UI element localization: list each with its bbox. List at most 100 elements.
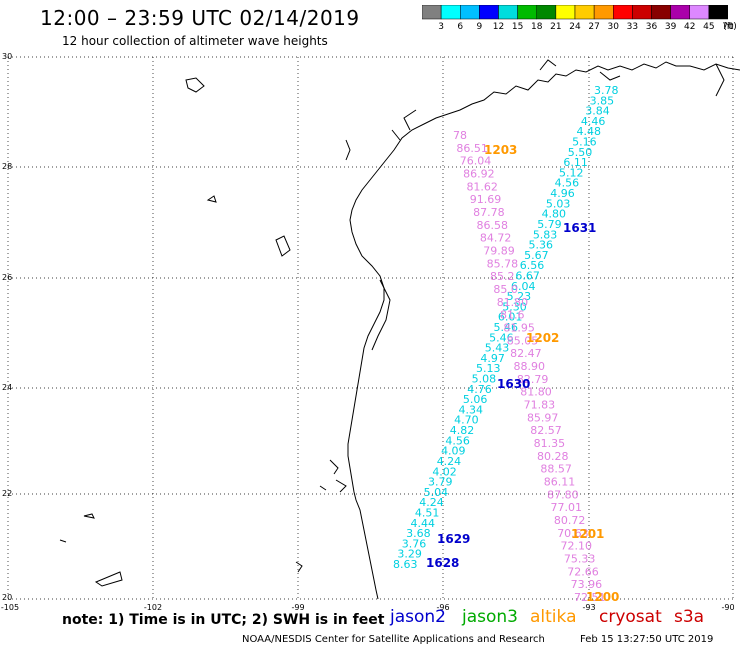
- color-swatch: [574, 5, 595, 20]
- color-scale-label: 9: [476, 22, 483, 32]
- color-swatch: [536, 5, 557, 20]
- time-label-1201: 1201: [571, 527, 605, 541]
- color-scale-unit: (ft): [723, 22, 737, 32]
- lat-label-20: 20: [2, 593, 13, 602]
- lon-label-90: -90: [721, 603, 735, 612]
- wave-height-value: 72.66: [567, 565, 599, 578]
- wave-height-value: 84.72: [480, 232, 512, 245]
- wave-height-value: 4.82: [450, 424, 475, 437]
- wave-height-value: 4.48: [577, 125, 602, 138]
- wave-height-value: 4.76: [467, 383, 492, 396]
- wave-height-value: 3.68: [406, 527, 431, 540]
- color-scale-label: 42: [684, 22, 696, 32]
- wave-height-value: 4.97: [480, 352, 505, 365]
- wave-height-value: 85.05: [507, 334, 539, 347]
- lon-label-93: -93: [582, 603, 596, 612]
- color-swatch: [613, 5, 633, 20]
- legend-s3a: s3a: [674, 607, 705, 627]
- wave-height-value: 4.70: [454, 414, 479, 427]
- time-label-1631: 1631: [563, 221, 597, 235]
- wave-height-value: 5.04: [424, 486, 449, 499]
- color-scale-label: 36: [645, 22, 658, 32]
- color-scale-label: 39: [664, 22, 677, 32]
- wave-height-value: 4.46: [581, 115, 606, 128]
- wave-height-value: 81.62: [466, 180, 498, 193]
- wave-height-value: 70.63: [557, 527, 589, 540]
- wave-height-value: 82.57: [530, 424, 562, 437]
- wave-height-value: 4.02: [432, 465, 457, 478]
- wave-height-value: 73.96: [571, 578, 603, 591]
- color-scale-label: 6: [457, 22, 464, 32]
- wave-height-value: 81.80: [497, 296, 529, 309]
- wave-height-value: 82.47: [510, 347, 542, 360]
- wave-height-value: 5.13: [476, 362, 501, 375]
- color-swatch: [517, 5, 537, 20]
- wave-height-value: 4.24: [437, 455, 462, 468]
- color-scale-label: 24: [569, 22, 581, 32]
- wave-height-value: 72.10: [561, 540, 593, 553]
- color-swatch: [632, 5, 652, 20]
- wave-height-value: 4.51: [415, 506, 440, 519]
- wave-height-value: 88.90: [514, 360, 546, 373]
- wave-height-value: 5.43: [485, 342, 510, 355]
- wave-height-value: 5.50: [568, 146, 593, 159]
- color-scale-label: 30: [607, 22, 619, 32]
- color-scale-label: 3: [438, 22, 444, 32]
- color-scale-labels: 3 6 9 12 15 18 21 24 27 30 33 36 39 42 45 70 (ft): [420, 22, 740, 36]
- wave-height-value: 85.0: [493, 283, 518, 296]
- wave-height-value: 77.01: [550, 501, 582, 514]
- wave-height-value: 88.57: [540, 463, 572, 476]
- wave-height-value: 3.29: [397, 548, 422, 561]
- wave-height-value: 91.69: [470, 193, 502, 206]
- coastline: [347, 61, 740, 600]
- page-title: 12:00 – 23:59 UTC 02/14/2019: [40, 6, 360, 30]
- wave-height-value: 3.79: [428, 476, 453, 489]
- wave-height-value: 75.33: [564, 553, 596, 566]
- wave-height-value: 5.03: [546, 197, 571, 210]
- wave-height-value: 4.44: [410, 517, 435, 530]
- legend-cryosat: cryosat: [599, 607, 662, 627]
- wave-height-value: 5.83: [533, 228, 558, 241]
- wave-height-value: 3.84: [585, 105, 610, 118]
- wave-height-value: 6.56: [520, 259, 545, 272]
- color-swatch: [555, 5, 576, 20]
- wave-height-value: 6.04: [511, 280, 536, 293]
- wave-height-value: 85.2: [490, 270, 515, 283]
- time-label-1630: 1630: [497, 377, 531, 391]
- wave-height-value: 81.6: [500, 309, 525, 322]
- footer-credit: NOAA/NESDIS Center for Satellite Applica…: [242, 634, 545, 645]
- wave-height-value: 87.78: [473, 206, 505, 219]
- wave-height-value: 5.08: [472, 373, 497, 386]
- lon-label-99: -99: [291, 603, 305, 612]
- legend-jason3: jason3: [462, 607, 518, 627]
- lon-label-105: -105: [0, 603, 20, 612]
- wave-height-value: 81.80: [520, 386, 552, 399]
- wave-height-value: 4.80: [542, 208, 567, 221]
- wave-height-value: 76.04: [460, 155, 492, 168]
- wave-height-value: 86.92: [463, 168, 495, 181]
- color-swatch: [460, 5, 480, 20]
- wave-height-value: 3.85: [590, 94, 615, 107]
- color-swatch: [689, 5, 710, 20]
- color-swatch: [479, 5, 499, 20]
- wave-height-value: 4.56: [555, 177, 580, 190]
- wave-height-value: 85.97: [527, 411, 559, 424]
- wave-height-value: 5.46: [489, 331, 514, 344]
- color-swatch: [440, 5, 461, 20]
- time-label-1629: 1629: [437, 532, 471, 546]
- wave-height-value: 86.58: [477, 219, 509, 232]
- wave-height-value: 80.28: [537, 450, 569, 463]
- wave-height-value: 5.30: [502, 300, 527, 313]
- time-label-1628: 1628: [426, 556, 460, 570]
- wave-height-value: 5.79: [537, 218, 562, 231]
- color-scale-label: 21: [550, 22, 562, 32]
- color-scale-label: 18: [531, 22, 543, 32]
- wave-height-value: 72.51: [574, 591, 606, 604]
- wave-height-value: 5.23: [507, 290, 532, 303]
- color-scale-label: 70: [722, 22, 734, 32]
- cyan-track: 3.783.853.844.464.485.165.506.115.124.56…: [393, 84, 619, 571]
- time-label-1202: 1202: [526, 331, 560, 345]
- color-swatch: [422, 5, 442, 20]
- wave-height-value: 4.96: [550, 187, 575, 200]
